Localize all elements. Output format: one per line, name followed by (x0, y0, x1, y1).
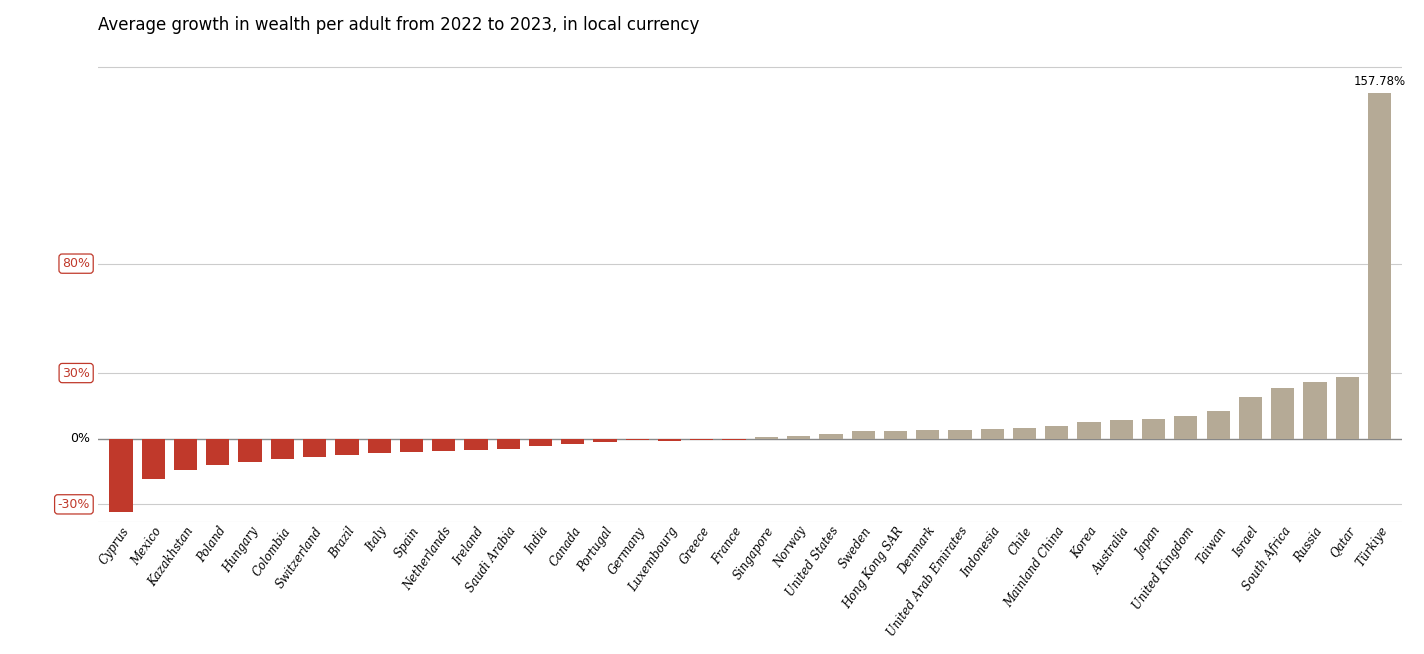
Bar (1045, 426, 1068, 439)
Bar (1109, 420, 1134, 439)
Bar (691, 439, 713, 440)
Bar (1239, 397, 1262, 439)
Bar (1303, 382, 1327, 439)
Bar (1336, 377, 1358, 439)
Bar (916, 430, 940, 439)
Bar (1142, 419, 1165, 439)
Bar (367, 439, 390, 453)
Bar (722, 439, 746, 440)
Text: 0%: 0% (70, 432, 90, 445)
Bar (528, 439, 553, 447)
Bar (1368, 94, 1391, 439)
Bar (400, 439, 423, 452)
Bar (819, 434, 843, 439)
Bar (464, 439, 487, 450)
Bar (110, 439, 132, 512)
Text: Average growth in wealth per adult from 2022 to 2023, in local currency: Average growth in wealth per adult from … (98, 16, 699, 34)
Bar (1206, 411, 1230, 439)
Text: 80%: 80% (63, 257, 90, 270)
Bar (948, 430, 971, 439)
Bar (238, 439, 262, 462)
Bar (303, 439, 326, 457)
Text: 157.78%: 157.78% (1353, 75, 1405, 88)
Bar (431, 439, 456, 451)
Bar (335, 439, 359, 455)
Bar (206, 439, 229, 465)
Bar (497, 439, 520, 449)
Bar (884, 431, 907, 439)
Bar (271, 439, 293, 460)
Bar (561, 439, 584, 444)
Bar (658, 439, 681, 441)
Bar (1078, 422, 1101, 439)
Bar (852, 431, 874, 439)
Bar (141, 439, 165, 479)
Bar (594, 439, 617, 442)
Bar (174, 439, 197, 470)
Bar (1272, 388, 1294, 439)
Bar (1175, 416, 1198, 439)
Bar (755, 436, 778, 439)
Bar (1012, 428, 1037, 439)
Bar (787, 436, 810, 439)
Text: -30%: -30% (58, 498, 90, 511)
Bar (981, 429, 1004, 439)
Text: 30%: 30% (63, 366, 90, 379)
